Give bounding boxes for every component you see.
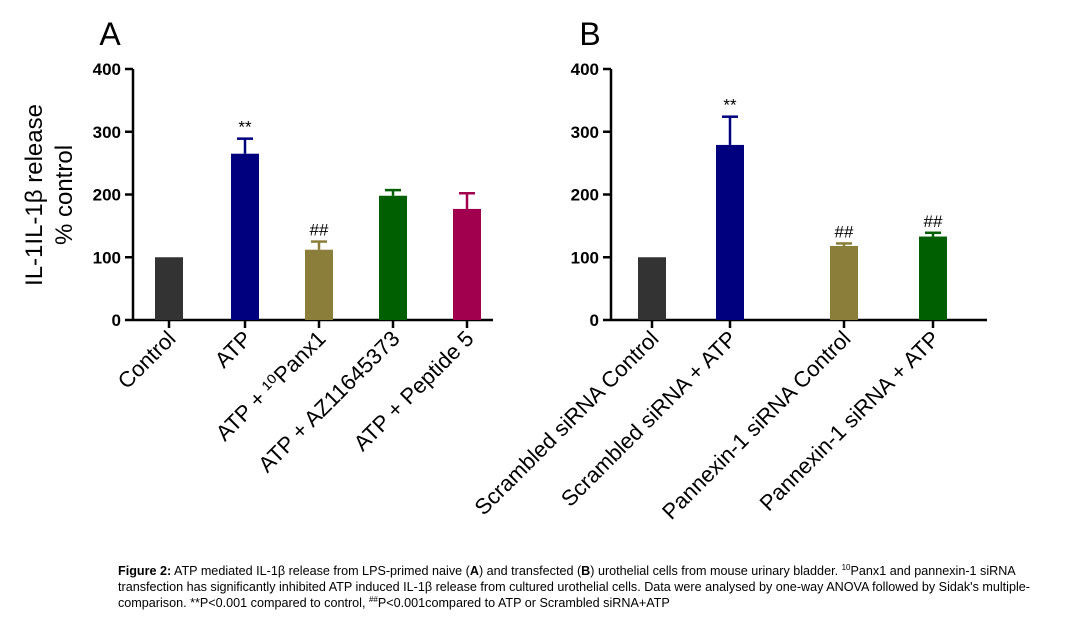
figure-charts: A 0 100 200 300 400 IL-1IL-1β release% control…: [21, 16, 987, 524]
category-label: ATP + AZ11645373: [253, 326, 404, 477]
category-label: Pannexin-1 siRNA + ATP: [755, 326, 945, 516]
significance-label: ##: [835, 222, 854, 241]
caption-title: Figure 2:: [118, 564, 172, 578]
caption-text-3: ) urothelial cells from mouse urinary bl…: [590, 564, 842, 578]
y-tick-label: 100: [93, 248, 121, 267]
y-tick-label: 200: [571, 186, 599, 205]
caption-sup-2: ##: [368, 594, 378, 604]
y-axis-title-line1: IL-1IL-1β release: [21, 104, 48, 286]
caption-sup-1: 10: [841, 562, 851, 572]
y-tick-label: 400: [93, 60, 121, 79]
category-label: Control: [113, 326, 181, 394]
y-axis-title-line2: % control: [51, 145, 78, 245]
y-tick-label: 0: [590, 311, 599, 330]
y-tick-label: 300: [93, 123, 121, 142]
panel-label: A: [99, 16, 121, 52]
caption-text-4: Panx1 and pannexin-1 siRNA transfection …: [118, 564, 1030, 610]
bar: [716, 144, 744, 320]
y-tick-label: 100: [571, 248, 599, 267]
y-tick-label: 0: [112, 311, 121, 330]
significance-label: **: [238, 118, 252, 137]
y-tick-label: 200: [93, 186, 121, 205]
caption-panel-b: B: [581, 564, 591, 578]
significance-label: **: [723, 96, 737, 115]
bar: [638, 257, 666, 320]
bar: [155, 257, 183, 320]
figure-caption: Figure 2: ATP mediated IL-1β release fro…: [118, 563, 1070, 611]
bar: [919, 236, 947, 320]
bar: [379, 195, 407, 320]
category-label: ATP: [210, 326, 257, 373]
caption-panel-a: A: [469, 564, 479, 578]
significance-label: ##: [310, 221, 329, 240]
panel-label: B: [579, 16, 600, 52]
y-tick-label: 400: [571, 60, 599, 79]
caption-text-2: ) and transfected (: [478, 564, 582, 578]
significance-label: ##: [924, 212, 943, 231]
category-label: Pannexin-1 siRNA Control: [657, 326, 855, 524]
chart-panel-a: A 0 100 200 300 400 IL-1IL-1β release% control…: [21, 16, 493, 477]
y-tick-label: 300: [571, 123, 599, 142]
bar: [830, 245, 858, 320]
caption-text-1: ATP mediated IL-1β release from LPS-prim…: [171, 564, 470, 578]
caption-text-5: P<0.001compared to ATP or Scrambled siRN…: [377, 596, 670, 610]
bar: [231, 153, 259, 320]
bar: [305, 249, 333, 320]
bar: [453, 208, 481, 320]
